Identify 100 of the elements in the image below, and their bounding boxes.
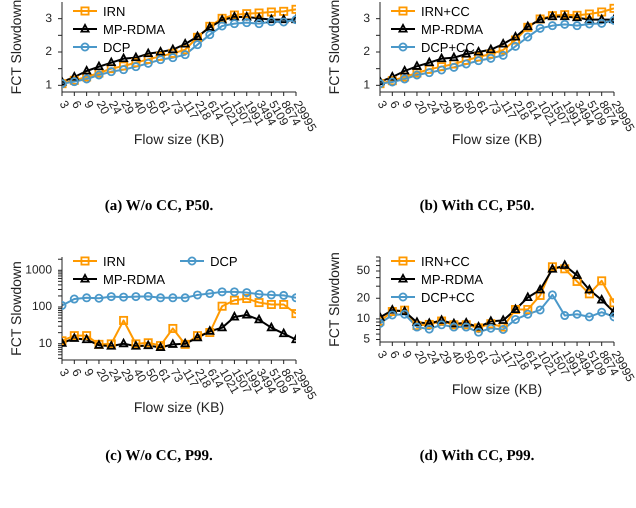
point — [131, 62, 140, 72]
point — [449, 52, 458, 62]
x-axis-title: Flow size (KB) — [134, 131, 224, 147]
point — [400, 66, 410, 74]
x-axis-title: Flow size (KB) — [134, 399, 224, 415]
point — [131, 52, 140, 62]
point — [168, 339, 178, 348]
point — [144, 58, 153, 68]
point — [218, 322, 227, 332]
point — [70, 294, 79, 304]
point — [498, 322, 508, 332]
point — [254, 8, 264, 18]
point — [437, 54, 446, 62]
point — [424, 320, 434, 329]
text: (b) With CC, P50. — [418, 198, 536, 215]
point — [560, 20, 570, 29]
point — [474, 328, 484, 337]
point — [279, 18, 288, 26]
point — [462, 60, 471, 68]
y-tick-label: 2 — [363, 44, 370, 58]
point — [180, 45, 190, 54]
point — [597, 14, 606, 24]
point — [548, 21, 557, 30]
point — [449, 322, 458, 332]
point — [597, 18, 606, 28]
point — [486, 316, 496, 325]
y-tick-label: 5 — [363, 332, 370, 346]
legend-label: IRN+CC — [421, 254, 470, 268]
point — [388, 72, 397, 80]
point — [266, 8, 276, 16]
point — [168, 324, 178, 333]
point — [205, 30, 214, 40]
point — [119, 54, 128, 62]
point — [119, 316, 128, 325]
point — [486, 50, 496, 58]
point — [474, 47, 484, 56]
y-axis-title: FCT Slowdown — [326, 0, 342, 94]
point — [180, 293, 190, 302]
legend-label: DCP — [210, 254, 238, 268]
point — [82, 334, 92, 344]
point — [230, 312, 239, 320]
point — [536, 284, 545, 294]
point — [437, 62, 446, 72]
legend-label: MP-RDMA — [421, 272, 484, 286]
point — [82, 331, 92, 340]
point — [119, 62, 128, 70]
point — [242, 310, 252, 319]
y-tick-label: 3 — [363, 10, 370, 25]
point — [597, 276, 606, 286]
y-tick-label: 10 — [356, 311, 370, 326]
point — [266, 300, 276, 309]
legend-label: MP-RDMA — [103, 22, 166, 36]
point — [119, 65, 128, 74]
y-tick-label: 1000 — [25, 262, 52, 276]
point — [254, 290, 264, 299]
point — [572, 270, 582, 279]
point — [474, 56, 484, 66]
y-tick-label: 1 — [363, 78, 370, 92]
point — [70, 72, 79, 80]
point — [254, 19, 264, 28]
x-axis-title: Flow size (KB) — [452, 131, 542, 147]
point — [131, 292, 140, 302]
point — [597, 294, 606, 304]
point — [388, 310, 397, 320]
point — [523, 305, 532, 314]
point — [192, 290, 202, 300]
point — [279, 328, 288, 338]
point — [510, 42, 520, 51]
legend-label: IRN — [103, 4, 126, 18]
y-tick-label: 20 — [356, 290, 370, 304]
point — [560, 260, 570, 269]
point — [218, 302, 227, 311]
point — [424, 324, 434, 334]
point — [279, 300, 288, 309]
point — [523, 292, 532, 302]
point — [424, 68, 434, 78]
point — [572, 21, 582, 30]
point — [230, 19, 239, 28]
point — [498, 46, 508, 54]
point — [94, 62, 104, 70]
legend-label: MP-RDMA — [421, 22, 484, 36]
point — [584, 289, 594, 298]
point — [449, 62, 458, 72]
point — [254, 13, 264, 22]
point — [462, 322, 471, 332]
point — [266, 290, 276, 300]
point — [218, 22, 227, 30]
point — [254, 298, 264, 308]
point — [523, 32, 532, 42]
point — [94, 294, 104, 303]
point — [106, 64, 116, 74]
point — [156, 47, 166, 56]
legend-label: IRN+CC — [421, 4, 470, 18]
point — [144, 340, 153, 350]
legend-label: DCP — [103, 40, 130, 54]
point — [180, 50, 190, 60]
point — [498, 325, 508, 334]
point — [584, 14, 594, 24]
point — [572, 310, 582, 319]
point — [462, 56, 471, 65]
